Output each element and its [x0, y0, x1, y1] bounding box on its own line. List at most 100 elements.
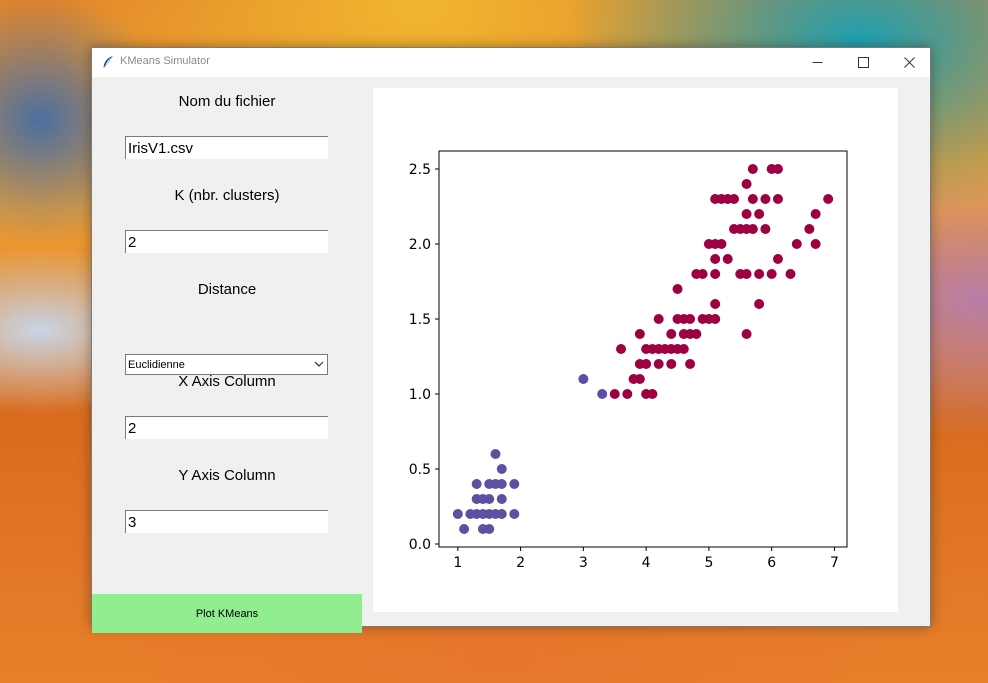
data-point-cluster-1	[710, 299, 721, 309]
data-point-cluster-1	[741, 329, 752, 339]
y-tick-label: 1.0	[409, 387, 431, 403]
data-point-cluster-1	[685, 359, 696, 369]
x-tick-label: 6	[767, 555, 776, 571]
data-point-cluster-1	[691, 329, 702, 339]
data-point-cluster-1	[710, 269, 721, 279]
scatter-chart: 1 2 3 4 5 6 7 0.0 0.5 1.0 1.5 2.0 2.5	[409, 150, 848, 571]
y-axis-input[interactable]	[125, 510, 328, 533]
x-tick-label: 1	[453, 555, 462, 571]
maximize-button[interactable]	[840, 48, 886, 77]
data-point-cluster-1	[685, 314, 696, 324]
close-button[interactable]	[886, 48, 932, 77]
data-point-cluster-1	[672, 284, 683, 294]
window-title: KMeans Simulator	[120, 55, 210, 67]
data-point-cluster-1	[678, 344, 689, 354]
data-point-cluster-0	[459, 524, 470, 534]
x-tick-label: 2	[516, 555, 525, 571]
filename-label: Nom du fichier	[178, 93, 276, 110]
data-point-cluster-1	[810, 239, 821, 249]
x-tick-label: 4	[642, 555, 651, 571]
data-point-cluster-1	[722, 254, 733, 264]
feather-icon	[103, 55, 113, 68]
chevron-down-icon	[314, 361, 324, 367]
data-point-cluster-1	[697, 269, 708, 279]
data-point-cluster-1	[785, 269, 796, 279]
data-point-cluster-1	[791, 239, 802, 249]
plot-canvas: 1 2 3 4 5 6 7 0.0 0.5 1.0 1.5 2.0 2.5	[373, 88, 898, 612]
data-point-cluster-1	[647, 389, 658, 399]
data-point-cluster-1	[747, 224, 758, 234]
data-point-cluster-1	[634, 374, 645, 384]
x-tick-label: 3	[579, 555, 588, 571]
data-point-cluster-1	[653, 359, 664, 369]
data-point-cluster-1	[760, 194, 771, 204]
data-point-cluster-0	[490, 449, 501, 459]
data-point-cluster-1	[634, 329, 645, 339]
k-input[interactable]	[125, 230, 328, 253]
data-point-cluster-1	[616, 344, 627, 354]
data-point-cluster-1	[804, 224, 815, 234]
data-point-cluster-1	[772, 254, 783, 264]
data-point-cluster-1	[641, 359, 652, 369]
data-point-cluster-0	[496, 464, 507, 474]
x-tick-label: 7	[830, 555, 839, 571]
k-label: K (nbr. clusters)	[174, 187, 280, 204]
plot-frame	[438, 150, 848, 548]
data-point-cluster-0	[471, 479, 482, 489]
data-point-cluster-1	[741, 209, 752, 219]
data-point-cluster-1	[609, 389, 620, 399]
x-axis-input[interactable]	[125, 416, 328, 439]
data-point-cluster-1	[810, 209, 821, 219]
data-point-cluster-0	[597, 389, 608, 399]
app-window: KMeans Simulator Nom du fichier K (nbr. …	[91, 47, 931, 633]
data-point-cluster-1	[747, 164, 758, 174]
minimize-button[interactable]	[794, 48, 840, 77]
data-point-cluster-1	[760, 224, 771, 234]
data-point-cluster-1	[823, 194, 834, 204]
data-point-cluster-1	[754, 209, 765, 219]
y-tick-label: 2.5	[409, 162, 431, 178]
distance-selected-value: Euclidienne	[128, 358, 185, 371]
data-point-cluster-1	[754, 269, 765, 279]
data-point-cluster-1	[747, 194, 758, 204]
data-point-cluster-1	[716, 239, 727, 249]
data-point-cluster-1	[653, 314, 664, 324]
distance-label: Distance	[197, 281, 257, 298]
x-axis-label: X Axis Column	[178, 373, 276, 390]
data-point-cluster-1	[666, 329, 677, 339]
settings-panel: Nom du fichier K (nbr. clusters) Distanc…	[92, 78, 362, 633]
data-point-cluster-1	[729, 194, 740, 204]
y-tick-label: 0.0	[409, 537, 431, 553]
maximize-icon	[857, 57, 869, 68]
data-point-cluster-1	[754, 299, 765, 309]
data-point-cluster-1	[772, 194, 783, 204]
data-point-cluster-0	[452, 509, 463, 519]
data-point-cluster-0	[484, 524, 495, 534]
data-point-cluster-1	[710, 314, 721, 324]
x-tick-label: 5	[704, 555, 713, 571]
y-tick-label: 2.0	[409, 237, 431, 253]
data-point-cluster-0	[496, 509, 507, 519]
data-point-cluster-1	[666, 359, 677, 369]
data-point-cluster-1	[772, 164, 783, 174]
close-icon	[903, 57, 915, 68]
title-bar[interactable]: KMeans Simulator	[92, 48, 930, 77]
data-point-cluster-0	[484, 494, 495, 504]
data-point-cluster-0	[496, 479, 507, 489]
data-point-cluster-0	[496, 494, 507, 504]
filename-input[interactable]	[125, 136, 328, 159]
y-tick-label: 0.5	[409, 462, 431, 478]
minimize-icon	[812, 62, 822, 63]
plot-kmeans-button[interactable]: Plot KMeans	[92, 594, 362, 633]
data-point-cluster-0	[578, 374, 589, 384]
data-point-cluster-0	[509, 479, 520, 489]
data-point-cluster-1	[622, 389, 633, 399]
data-point-cluster-1	[710, 254, 721, 264]
data-point-cluster-1	[766, 269, 777, 279]
y-tick-label: 1.5	[409, 312, 431, 328]
data-point-cluster-0	[509, 509, 520, 519]
data-point-cluster-1	[741, 179, 752, 189]
y-axis-label: Y Axis Column	[178, 467, 276, 484]
data-point-cluster-1	[741, 269, 752, 279]
distance-select[interactable]: Euclidienne	[125, 354, 328, 375]
